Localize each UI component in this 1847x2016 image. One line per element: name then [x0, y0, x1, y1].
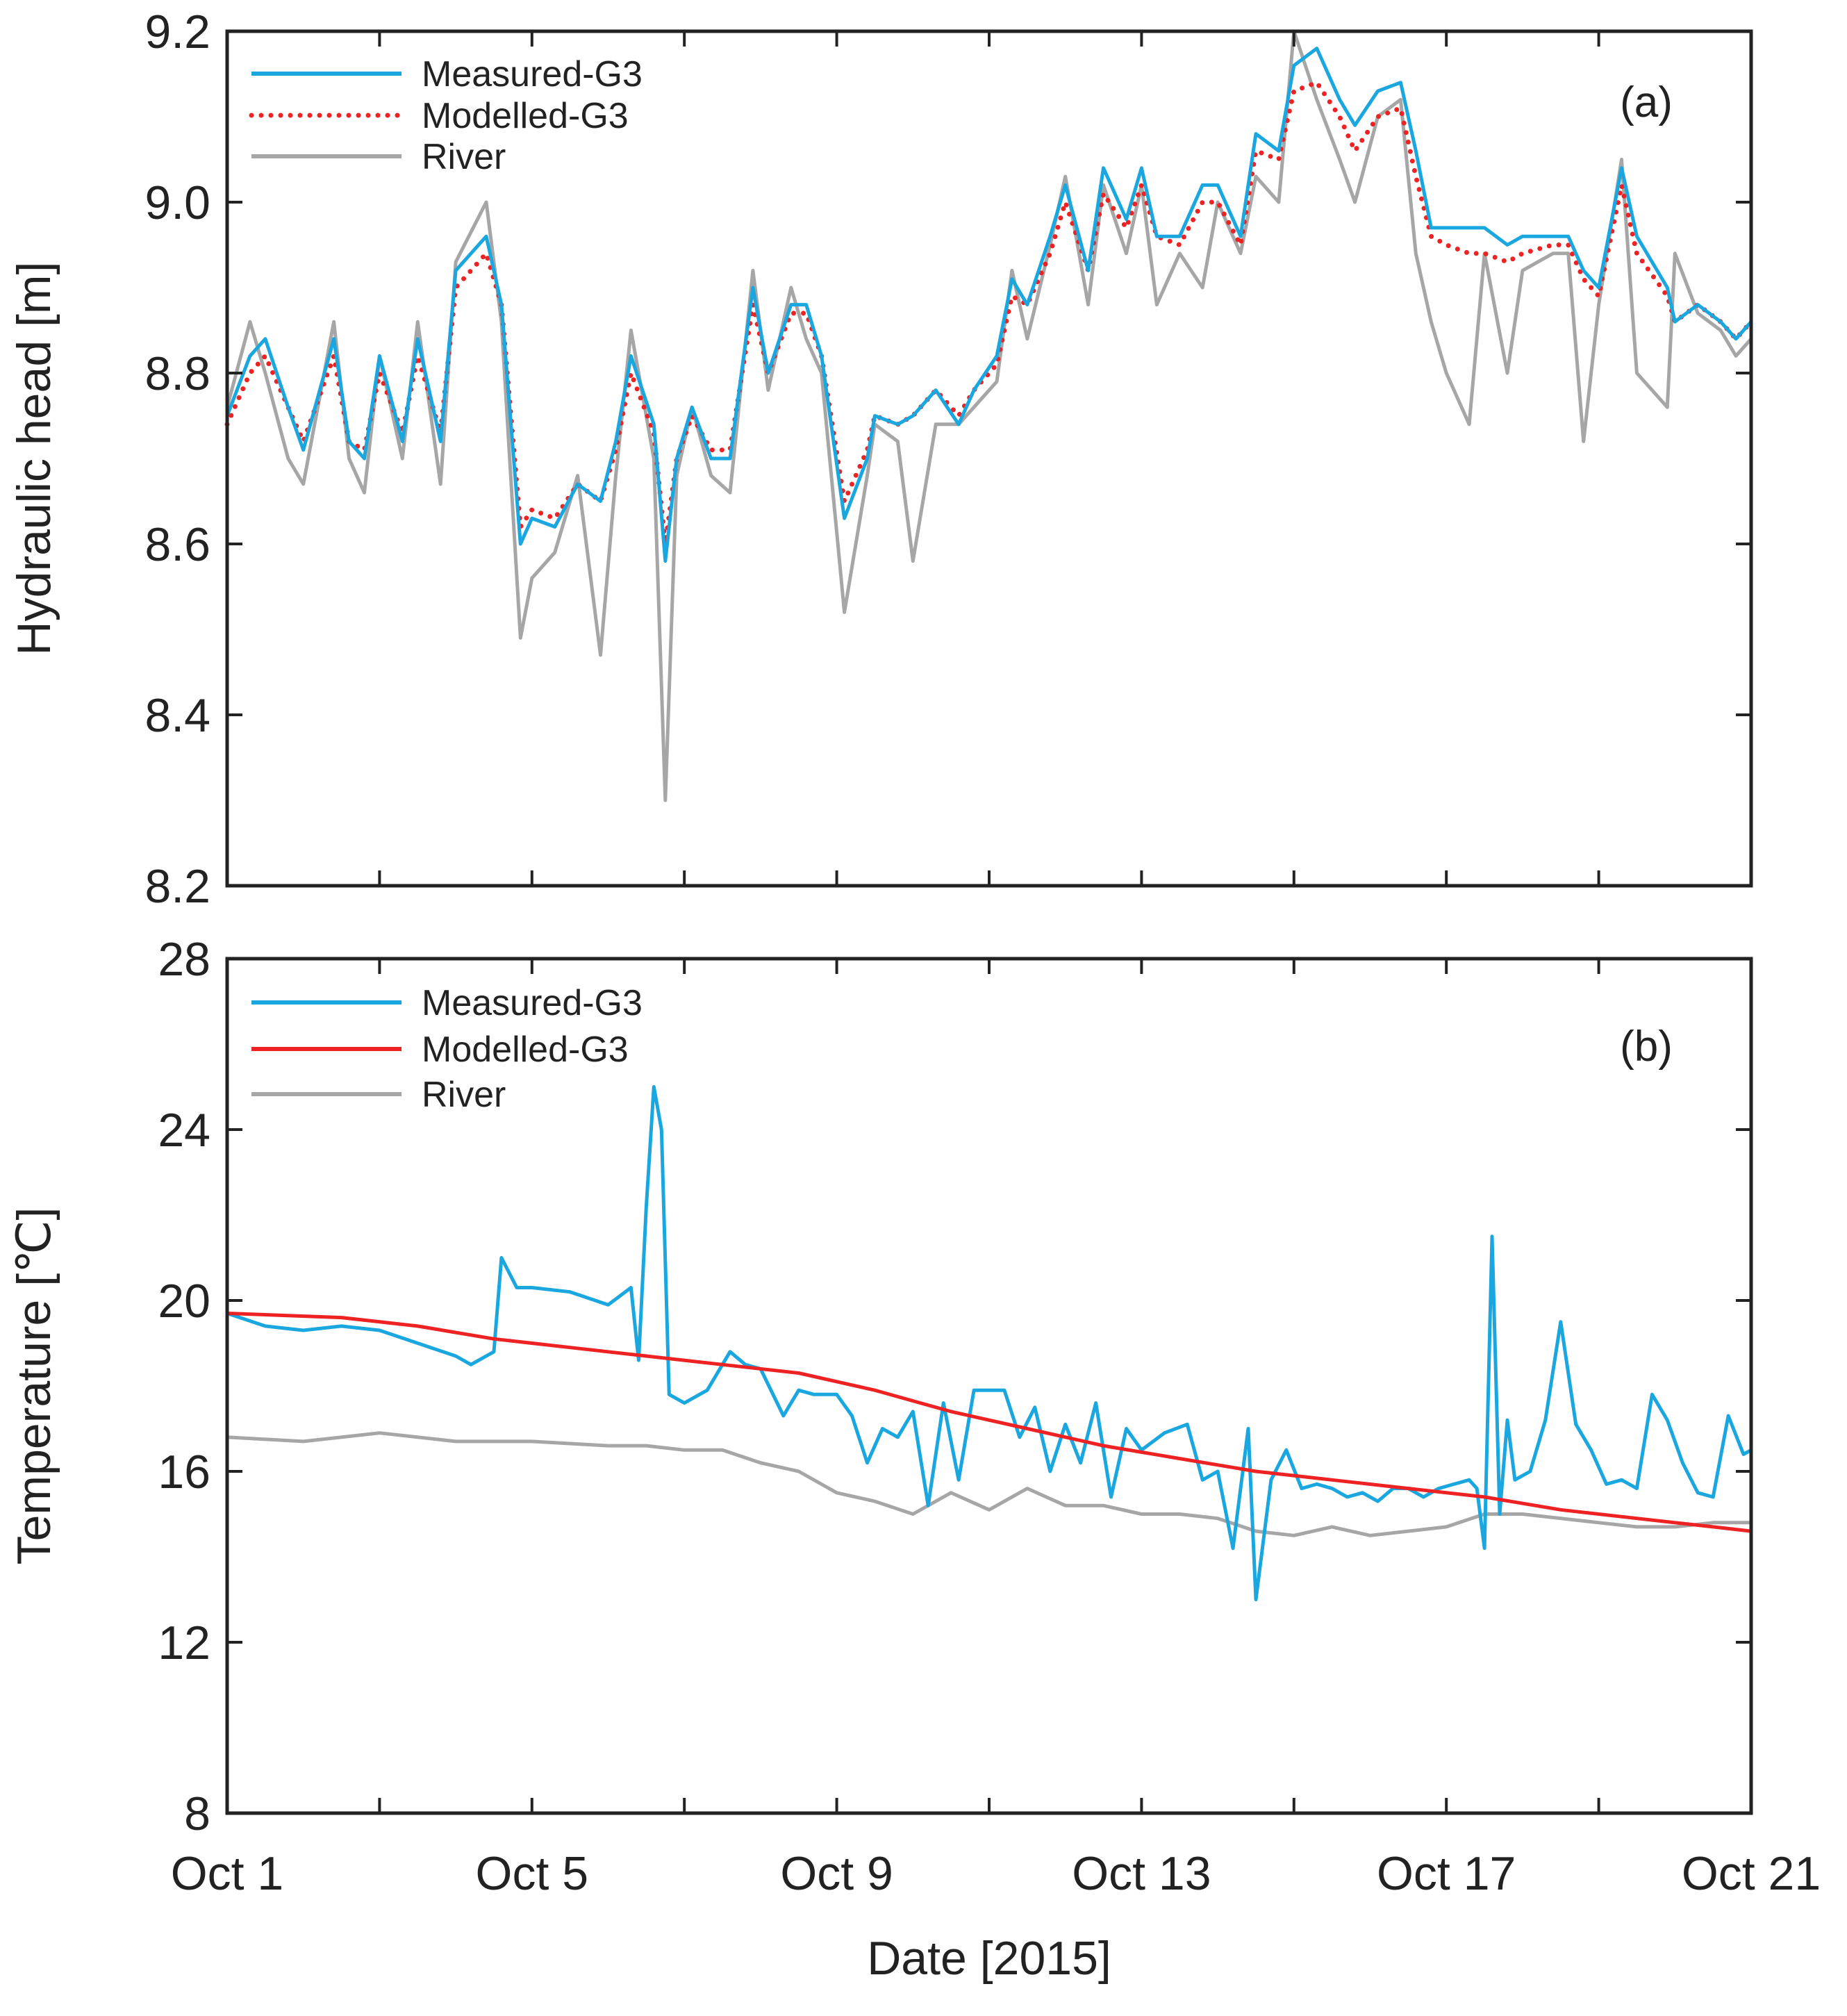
y-tick-label: 8.4: [144, 689, 210, 742]
y-tick-label: 8.6: [144, 518, 210, 571]
x-axis-title: Date [2015]: [867, 1932, 1111, 1985]
panel-b-legend: Measured-G3 Modelled-G3 River: [251, 983, 643, 1115]
y-tick-label: 24: [158, 1104, 210, 1157]
y-tick-label: 20: [158, 1275, 210, 1328]
x-tick-label: Oct 5: [476, 1847, 589, 1900]
panel-b-label: (b): [1620, 1023, 1673, 1071]
y-tick-label: 9.2: [144, 6, 210, 58]
panel-a: 8.2 8.4 8.6 8.8 9.0 9.2 Hydraulic head [m] (a…: [8, 6, 1754, 913]
panel-a-legend: Measured-G3 Modelled-G3 River: [249, 54, 643, 177]
x-tick-label: Oct 13: [1072, 1847, 1211, 1900]
x-tick-label: Oct 21: [1682, 1847, 1821, 1900]
y-tick-label: 12: [158, 1617, 210, 1669]
panel-b-legend-label-modelled: Modelled-G3: [422, 1030, 629, 1070]
panel-b-modelled-g3-line: [226, 1312, 1752, 1533]
panel-b-x-axis: Oct 1 Oct 5 Oct 9 Oct 13 Oct 17 Oct 21: [171, 959, 1821, 1900]
panel-a-legend-label-river: River: [422, 137, 506, 177]
panel-a-legend-label-measured: Measured-G3: [422, 54, 643, 94]
panel-b-y-axis: 8 12 16 20 24 28: [158, 933, 1751, 1840]
panel-b-series: [226, 1085, 1753, 1601]
panel-a-river-line: [225, 29, 1753, 802]
y-tick-label: 28: [158, 933, 210, 986]
panel-b-legend-label-measured: Measured-G3: [422, 983, 643, 1023]
panel-a-measured-g3-line: [225, 47, 1753, 563]
panel-b-y-axis-title: Temperature [℃]: [8, 1207, 60, 1565]
y-tick-label: 16: [158, 1446, 210, 1498]
panel-a-y-axis: 8.2 8.4 8.6 8.8 9.0 9.2: [144, 6, 1751, 913]
x-tick-label: Oct 17: [1377, 1847, 1516, 1900]
panel-a-series: [224, 29, 1754, 802]
y-tick-label: 9.0: [144, 176, 210, 229]
y-tick-label: 8.2: [144, 860, 210, 913]
panel-b-measured-g3-line: [226, 1085, 1753, 1601]
y-tick-label: 8.8: [144, 347, 210, 400]
panel-a-y-axis-title: Hydraulic head [m]: [8, 262, 60, 656]
panel-b-legend-label-river: River: [422, 1075, 506, 1115]
panel-a-modelled-g3-line: [224, 79, 1754, 545]
y-tick-label: 8: [184, 1787, 210, 1840]
x-tick-label: Oct 1: [171, 1847, 284, 1900]
panel-b-river-line: [226, 1431, 1751, 1537]
panel-a-legend-label-modelled: Modelled-G3: [422, 96, 629, 136]
panel-a-x-axis: [226, 31, 1753, 886]
x-tick-label: Oct 9: [780, 1847, 893, 1900]
panel-a-label: (a): [1620, 79, 1673, 126]
